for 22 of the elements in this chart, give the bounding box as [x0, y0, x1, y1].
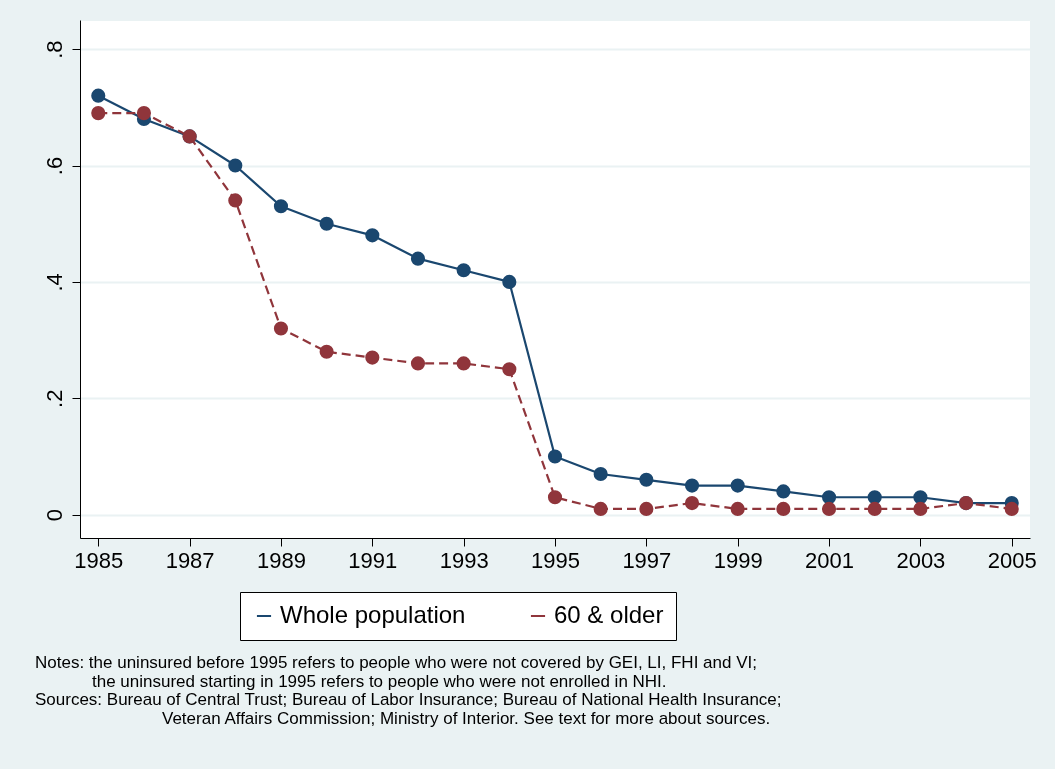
y-tick-label: .2 [41, 389, 67, 408]
y-tick-label: .4 [41, 273, 67, 292]
x-tick-label: 1987 [165, 547, 215, 573]
legend-label: Whole population [280, 601, 466, 628]
legend-label: 60 & older [554, 601, 664, 628]
x-tick-label: 2001 [805, 547, 855, 573]
x-tick-label: 2003 [896, 547, 946, 573]
text: the uninsured starting in 1995 refers to people who were not enrolled in NHI. [92, 671, 667, 691]
y-tick-label: .8 [41, 40, 67, 59]
x-tick-label: 1999 [713, 547, 763, 573]
x-tick-label: 1993 [439, 547, 489, 573]
y-tick-label: 0 [41, 509, 67, 522]
y-tick-label: .6 [41, 156, 67, 176]
x-tick-label: 1989 [256, 547, 306, 573]
x-tick-label: 2005 [987, 547, 1037, 573]
text: Veteran Affairs Commission; Ministry of Interior. See text for more about sources. [162, 708, 771, 728]
text: Notes: the uninsured before 1995 refers to people who were not covered by GEI, LI, FHI and VI; [35, 653, 757, 672]
x-tick-label: 1997 [622, 547, 672, 573]
x-tick-label: 1985 [74, 547, 124, 573]
source-note: Sources: Bureau of Central Trust; Bureau of Labor Insurance; Bureau of National Health Insurance; [35, 690, 782, 709]
x-tick-label: 1991 [348, 547, 398, 573]
x-tick-label: 1995 [531, 547, 580, 573]
